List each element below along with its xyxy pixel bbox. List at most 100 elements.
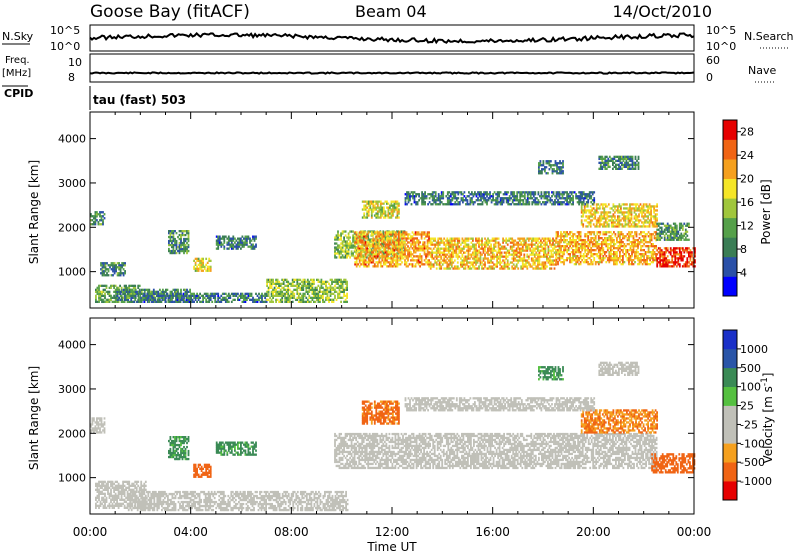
heatmap-cell <box>584 207 586 209</box>
heatmap-cell <box>609 211 611 213</box>
heatmap-cell <box>406 239 408 241</box>
heatmap-cell <box>177 299 179 301</box>
heatmap-cell <box>489 242 491 244</box>
heatmap-cell <box>560 231 562 233</box>
heatmap-cell <box>528 256 530 258</box>
heatmap-cell <box>535 265 537 267</box>
heatmap-cell <box>520 250 522 252</box>
heatmap-cell <box>611 221 613 223</box>
heatmap-cell <box>652 255 654 257</box>
heatmap-cell <box>653 207 655 209</box>
heatmap-cell <box>272 293 274 295</box>
heatmap-cell <box>537 244 539 246</box>
heatmap-cell <box>442 191 444 193</box>
heatmap-cell <box>656 265 658 267</box>
heatmap-cell <box>688 261 690 263</box>
heatmap-cell <box>180 291 182 293</box>
heatmap-cell <box>157 293 159 295</box>
heatmap-cell <box>557 233 559 235</box>
heatmap-cell <box>157 301 159 303</box>
heatmap-cell <box>225 293 227 295</box>
heatmap-cell <box>148 301 150 303</box>
heatmap-cell <box>592 263 594 265</box>
heatmap-cell <box>139 295 141 297</box>
heatmap-cell <box>254 248 256 250</box>
heatmap-cell <box>398 208 400 210</box>
heatmap-cell <box>378 253 380 255</box>
heatmap-cell <box>454 195 456 197</box>
heatmap-cell <box>102 223 104 225</box>
heatmap-cell <box>504 246 506 248</box>
heatmap-cell <box>127 301 129 303</box>
heatmap-cell <box>474 244 476 246</box>
heatmap-cell <box>468 244 470 246</box>
heatmap-cell <box>426 195 428 197</box>
heatmap-cell <box>346 295 348 297</box>
heatmap-cell <box>610 243 612 245</box>
heatmap-cell <box>613 209 615 211</box>
heatmap-cell <box>378 259 380 261</box>
heatmap-cell <box>188 236 190 238</box>
heatmap-cell <box>418 239 420 241</box>
heatmap-cell <box>248 246 250 248</box>
heatmap-cell <box>474 256 476 258</box>
heatmap-cell <box>525 242 527 244</box>
heatmap-cell <box>475 263 477 265</box>
heatmap-cell <box>659 261 661 263</box>
heatmap-cell <box>489 240 491 242</box>
heatmap-cell <box>139 285 141 287</box>
heatmap-cell <box>281 291 283 293</box>
heatmap-cell <box>599 205 601 207</box>
heatmap-cell <box>686 251 688 253</box>
heatmap-cell <box>539 238 541 240</box>
heatmap-cell <box>257 295 259 297</box>
heatmap-cell <box>360 255 362 257</box>
heatmap-cell <box>443 254 445 256</box>
heatmap-cell <box>458 256 460 258</box>
heatmap-cell <box>348 248 350 250</box>
heatmap-cell <box>539 252 541 254</box>
heatmap-cell <box>589 245 591 247</box>
heatmap-cell <box>383 249 385 251</box>
heatmap-cell <box>587 235 589 237</box>
heatmap-cell <box>622 263 624 265</box>
heatmap-cell <box>346 283 348 285</box>
heatmap-cell <box>383 255 385 257</box>
heatmap-cell <box>277 299 279 301</box>
heatmap-cell <box>375 243 377 245</box>
heatmap-cell <box>432 203 434 205</box>
heatmap-cell <box>388 214 390 216</box>
heatmap-cell <box>165 297 167 299</box>
heatmap-cell <box>625 221 627 223</box>
heatmap-cell <box>439 259 441 261</box>
heatmap-cell <box>520 238 522 240</box>
heatmap-cell <box>366 233 368 235</box>
heatmap-cell <box>449 250 451 252</box>
heatmap-cell <box>278 283 280 285</box>
heatmap-cell <box>180 293 182 295</box>
heatmap-cell <box>677 259 679 261</box>
heatmap-cell <box>413 255 415 257</box>
heatmap-cell <box>413 259 415 261</box>
heatmap-cell <box>339 254 341 256</box>
heatmap-cell <box>160 301 162 303</box>
heatmap-cell <box>421 235 423 237</box>
heatmap-cell <box>596 203 598 205</box>
heatmap-cell <box>586 241 588 243</box>
heatmap-cell <box>258 293 260 295</box>
heatmap-cell <box>686 263 688 265</box>
heatmap-cell <box>223 240 225 242</box>
heatmap-cell <box>519 240 521 242</box>
heatmap-cell <box>652 233 654 235</box>
heatmap-cell <box>624 243 626 245</box>
heatmap-cell <box>354 246 356 248</box>
heatmap-cell <box>485 197 487 199</box>
heatmap-cell <box>173 248 175 250</box>
heatmap-cell <box>602 205 604 207</box>
station-title: Goose Bay (fitACF) <box>90 2 250 22</box>
heatmap-cell <box>386 201 388 203</box>
heatmap-cell <box>435 191 437 193</box>
heatmap-cell <box>439 263 441 265</box>
heatmap-cell <box>428 231 430 233</box>
heatmap-cell <box>474 246 476 248</box>
